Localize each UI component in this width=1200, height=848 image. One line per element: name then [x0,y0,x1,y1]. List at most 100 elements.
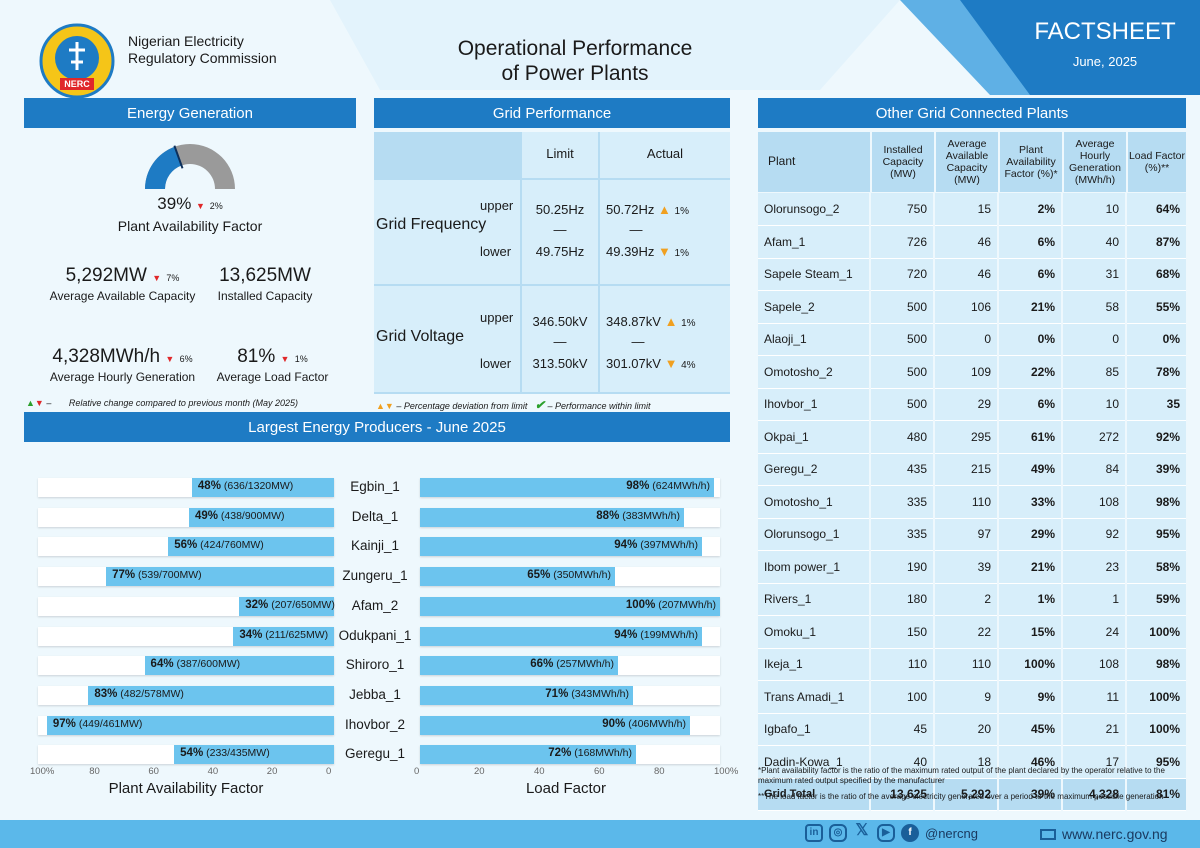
producers-title: Largest Energy Producers - June 2025 [24,412,730,442]
plant-name: Alaoji_1 [758,323,870,356]
paf-axis-label: Plant Availability Factor [108,780,264,797]
paf-bar-label: 97% (449/461MW) [53,718,143,730]
plant-name: Omotosho_2 [758,355,870,389]
note2: **The load factor is the ratio of the av… [758,792,1164,801]
lf-pct: 94% [614,628,638,641]
paf-pct: 48% [197,480,221,492]
installed-capacity: 335 [869,518,934,551]
load-factor: 35 [1125,388,1186,421]
social-handle[interactable]: @nercng [925,825,978,841]
paf-bar-label: 56% (424/760MW) [174,539,264,551]
table-row: Sapele Steam_1 720 46 6% 31 68% [758,258,1186,291]
installed-capacity: 180 [869,583,934,616]
org-line1: Nigerian Electricity [128,33,244,49]
plant-name: Ibom power_1 [758,550,870,584]
lf-detail: (406MWh/h) [625,717,686,730]
lf-pct: 65% [527,569,551,582]
website-wrap: www.nerc.gov.ng [1040,826,1168,842]
paf-bar [174,745,334,765]
table-row: Dadin-Kowa_1 40 18 46% 17 95% [758,745,1186,779]
installed-capacity: 500 [869,290,934,324]
youtube-icon[interactable]: ▶ [877,824,895,842]
facebook-icon[interactable]: f [901,824,919,842]
lf-pct: 66% [530,658,554,671]
available-capacity: 97 [933,518,998,551]
paf-bar-label: 49% (438/900MW) [195,510,285,522]
title-line1: Operational Performance [457,37,693,60]
plant-availability: 39% [997,778,1062,811]
available-capacity: 110 [933,648,998,681]
volt-label: Grid Voltage [376,328,465,345]
instagram-icon[interactable]: ◎ [829,824,847,842]
installed-capacity: 110 [869,648,934,681]
plant-name: Afam_1 [758,225,870,259]
th-hourly: Average Hourly Generation (MWh/h) [1062,132,1126,192]
installed-capacity: 150 [869,615,934,649]
hourly-generation: 21 [1061,713,1126,746]
lf-bar-label: 100% (207MWh/h) [626,599,716,611]
table-row: Ibom power_1 190 39 21% 23 58% [758,550,1186,584]
table-row: Omoku_1 150 22 15% 24 100% [758,615,1186,649]
available-capacity: 5,292 [933,778,998,811]
lf-tick: 100% [714,766,739,777]
load-factor: 100% [1125,713,1186,746]
note1: *Plant availability factor is the ratio … [758,766,1165,785]
freq-lower-limit: 49.75Hz [535,244,585,259]
col-limit: Limit [546,146,574,161]
hourly-generation: 31 [1061,258,1126,291]
volt-lower-dev: 4% [681,360,696,371]
hourly-generation: 84 [1061,453,1126,486]
plant-name: Sapele_2 [758,290,870,324]
plant-availability: 9% [997,680,1062,714]
factsheet-label: FACTSHEET [1034,18,1176,45]
freq-upper-dev: 1% [674,206,689,217]
hourly-generation: 23 [1061,550,1126,584]
plant-availability: 46% [997,745,1062,779]
installed-capacity: 500 [869,323,934,356]
paf-detail: (482/578MW) [117,687,184,700]
website-link[interactable]: www.nerc.gov.ng [1062,826,1168,842]
lf-tick: 0 [414,766,420,777]
plant-name: Rivers_1 [758,583,870,616]
paf-bar [106,567,334,587]
lf-pct: 88% [596,509,620,522]
x-icon[interactable]: 𝕏 [855,822,869,839]
hourly-generation: 10 [1061,388,1126,421]
paf-detail: (424/760MW) [197,539,264,552]
org-name: Nigerian Electricity Regulatory Commissi… [128,33,277,67]
hourly-generation: 24 [1061,615,1126,649]
avail-change: 7% [166,273,180,283]
load-factor: 98% [1125,648,1186,681]
plant-name: Grid Total [758,778,870,811]
hourly-change: 6% [179,354,193,364]
th-installed: Installed Capacity (MW) [870,132,934,192]
lf-tick: 80 [654,766,665,777]
lf-bar-label: 71% (343MWh/h) [545,688,629,700]
freq-lower-dev: 1% [674,248,689,259]
plant-availability: 15% [997,615,1062,649]
lf-pct: 90% [602,717,626,730]
grid-legend1: Percentage deviation from limit [403,401,528,411]
lf-tick: 40 [534,766,545,777]
lf-bar [420,685,633,705]
lf-value-wrap: 81% ▼ 1% [210,346,335,368]
table-row: Ikeja_1 110 110 100% 108 98% [758,648,1186,681]
available-capacity: 215 [933,453,998,486]
org-line2: Regulatory Commission [128,50,277,66]
load-factor: 64% [1125,193,1186,226]
paf-detail: (387/600MW) [173,658,241,671]
paf-pct: 83% [94,687,118,700]
up-arrow-icon: ▲ [658,202,671,217]
paf-pct: 32% [245,598,269,611]
paf-pct: 49% [194,509,218,522]
factsheet-date: June, 2025 [1072,54,1138,69]
table-row: Rivers_1 180 2 1% 1 59% [758,583,1186,616]
linkedin-icon[interactable]: in [805,824,823,842]
freq-lower-tag: lower [480,244,512,259]
check-icon: ✔ [534,398,545,412]
installed-capacity: 100 [869,680,934,714]
paf-bar-label: 77% (539/700MW) [112,569,202,581]
title-line2: of Power Plants [501,62,649,85]
hourly-generation: 11 [1061,680,1126,714]
lf-bar-label: 88% (383MWh/h) [596,510,680,522]
